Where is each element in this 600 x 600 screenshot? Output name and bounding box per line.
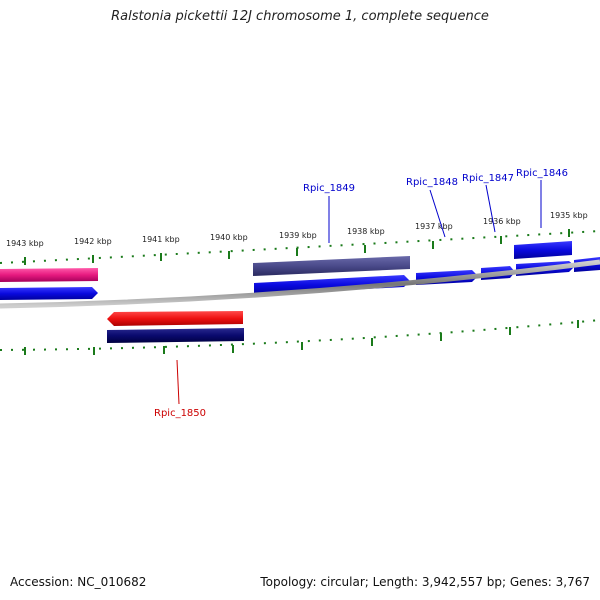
accession-text: Accession: NC_010682 [10, 575, 147, 589]
map-title: Ralstonia pickettii 12J chromosome 1, co… [111, 9, 489, 24]
major-ticks [24, 229, 570, 265]
kbp-label-1939: 1939 kbp [279, 231, 317, 240]
label-rpic-1848[interactable]: Rpic_1848 [406, 177, 458, 188]
kbp-label-1935: 1935 kbp [550, 211, 588, 220]
navy-feature[interactable] [107, 328, 244, 343]
label-rpic-1849[interactable]: Rpic_1849 [303, 183, 355, 194]
label-rpic-1850[interactable]: Rpic_1850 [154, 408, 206, 419]
inner-major-ticks [24, 320, 579, 355]
kbp-label-1941: 1941 kbp [142, 235, 180, 244]
kbp-label-1940: 1940 kbp [210, 233, 248, 242]
gene-rpic-1846-outer[interactable] [514, 241, 572, 259]
leader-lines [176, 180, 542, 405]
slate-feature[interactable] [253, 256, 410, 276]
kbp-label-1942: 1942 kbp [74, 237, 112, 246]
label-rpic-1846[interactable]: Rpic_1846 [516, 168, 568, 179]
kbp-label-1936: 1936 kbp [483, 217, 521, 226]
pink-feature[interactable] [0, 268, 98, 282]
gene-rpic-1850[interactable] [107, 311, 243, 326]
forward-gene-left[interactable] [0, 287, 98, 300]
gene-rpic-1849[interactable] [254, 275, 410, 295]
leader-rpic-1848 [429, 189, 446, 238]
label-rpic-1847[interactable]: Rpic_1847 [462, 173, 514, 184]
chromosome-backbone [0, 259, 600, 309]
kbp-label-1943: 1943 kbp [6, 239, 44, 248]
leader-rpic-1847 [485, 184, 496, 233]
kbp-labels: 1943 kbp 1942 kbp 1941 kbp 1940 kbp 1939… [6, 211, 588, 248]
kbp-label-1938: 1938 kbp [347, 227, 385, 236]
kbp-label-1937: 1937 kbp [415, 222, 453, 231]
leader-rpic-1850 [176, 359, 180, 405]
topology-summary: Topology: circular; Length: 3,942,557 bp… [260, 575, 590, 589]
